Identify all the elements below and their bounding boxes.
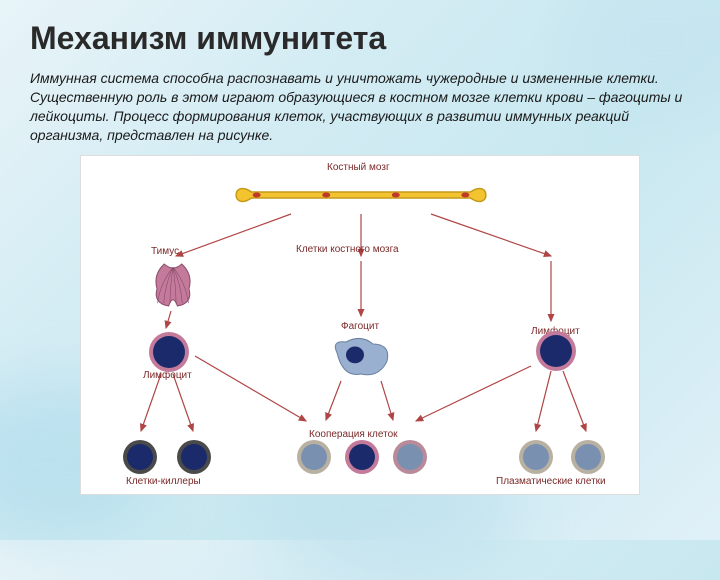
phagocyte-icon <box>331 336 391 378</box>
intro-text: Иммунная система способна распознавать и… <box>30 69 690 145</box>
thymus-icon <box>151 260 195 308</box>
label-killers: Клетки-киллеры <box>126 476 201 487</box>
label-bone: Костный мозг <box>327 162 390 173</box>
bone-marrow-icon <box>231 176 491 214</box>
plasma-cell-2 <box>571 440 605 474</box>
diagram-container: Костный мозгКлетки костного мозгаТимусЛи… <box>80 155 640 495</box>
label-coop: Кооперация клеток <box>309 429 398 440</box>
lymphocyte-right <box>536 331 576 371</box>
killer-cell-2 <box>177 440 211 474</box>
label-plasma: Плазматические клетки <box>496 476 606 487</box>
label-phago: Фагоцит <box>341 321 379 332</box>
coop-cell-2 <box>345 440 379 474</box>
coop-cell-3 <box>393 440 427 474</box>
killer-cell-1 <box>123 440 157 474</box>
plasma-cell-1 <box>519 440 553 474</box>
label-marrowCells: Клетки костного мозга <box>296 244 399 255</box>
coop-cell-1 <box>297 440 331 474</box>
lymphocyte-left <box>149 332 189 372</box>
page-title: Механизм иммунитета <box>30 20 690 57</box>
label-thymus: Тимус <box>151 246 179 257</box>
